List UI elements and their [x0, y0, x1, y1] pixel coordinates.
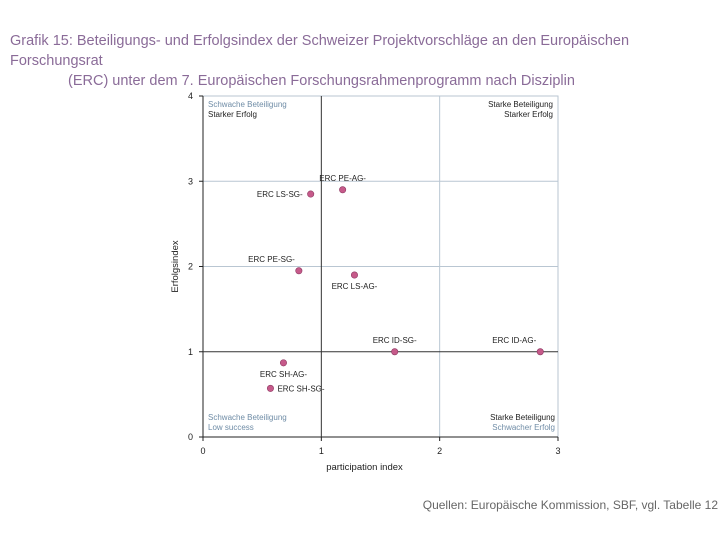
source-note: Quellen: Europäische Kommission, SBF, vg… — [422, 498, 718, 512]
data-point — [295, 267, 303, 275]
x-tick-label: 2 — [437, 446, 442, 456]
quadrant-bottom-right-line1: Starke Beteiligung — [490, 413, 555, 422]
quadrant-top-left-line2: Starker Erfolg — [208, 110, 257, 119]
y-tick-label: 0 — [188, 432, 193, 442]
data-point — [279, 359, 287, 367]
y-tick-label: 2 — [188, 262, 193, 272]
data-point-label: ERC LS-SG- — [257, 190, 303, 199]
quadrant-bottom-right-line2: Schwacher Erfolg — [492, 423, 555, 432]
data-point — [536, 348, 544, 356]
data-point-label: ERC ID-SG- — [373, 336, 417, 345]
data-point — [266, 384, 274, 392]
data-point-label: ERC PE-SG- — [248, 255, 295, 264]
x-axis-label: participation index — [326, 462, 403, 473]
x-tick-label: 3 — [555, 446, 560, 456]
quadrant-top-right-line2: Starker Erfolg — [504, 110, 553, 119]
y-axis-label: Erfolgsindex — [170, 240, 181, 293]
data-point — [339, 186, 347, 194]
x-tick-label: 1 — [319, 446, 324, 456]
title-line-1: Grafik 15: Beteiligungs- und Erfolgsinde… — [10, 33, 630, 69]
data-point-label: ERC SH-SG- — [277, 384, 324, 393]
data-point — [307, 190, 315, 198]
y-tick-label: 4 — [188, 91, 193, 101]
data-point-label: ERC ID-AG- — [492, 336, 536, 345]
chart-title: Grafik 15: Beteiligungs- und Erfolgsinde… — [10, 31, 710, 91]
x-tick-label: 0 — [200, 446, 205, 456]
data-point — [350, 271, 358, 279]
quadrant-top-right-line1: Starke Beteiligung — [488, 100, 553, 109]
quadrant-bottom-left-line2: Low success — [208, 423, 254, 432]
title-line-2: (ERC) unter dem 7. Europäischen Forschun… — [68, 73, 575, 89]
quadrant-top-left-line1: Schwache Beteiligung — [208, 100, 287, 109]
y-tick-label: 3 — [188, 176, 193, 186]
data-point — [391, 348, 399, 356]
data-point-label: ERC PE-AG- — [319, 174, 366, 183]
data-point-label: ERC SH-AG- — [260, 370, 307, 379]
y-tick-label: 1 — [188, 347, 193, 357]
quadrant-bottom-left-line1: Schwache Beteiligung — [208, 413, 287, 422]
data-point-label: ERC LS-AG- — [332, 282, 378, 291]
